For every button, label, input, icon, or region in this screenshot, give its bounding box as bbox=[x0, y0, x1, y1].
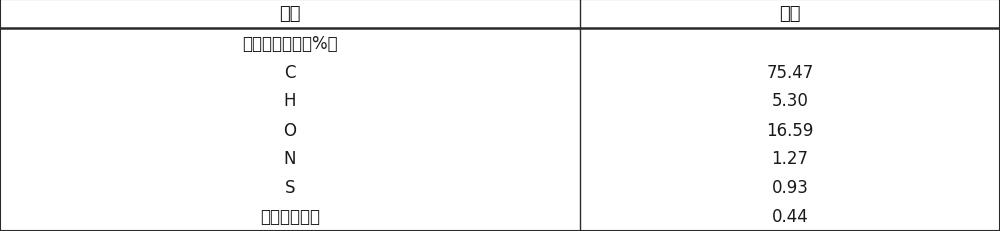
Text: 0.44: 0.44 bbox=[772, 208, 808, 225]
Text: H: H bbox=[284, 92, 296, 110]
Text: 5.30: 5.30 bbox=[772, 92, 808, 110]
Text: O: O bbox=[284, 121, 296, 139]
Text: 元素分析（重量%）: 元素分析（重量%） bbox=[242, 34, 338, 52]
Text: S: S bbox=[285, 179, 295, 197]
Text: 75.47: 75.47 bbox=[766, 63, 814, 81]
Text: 16.59: 16.59 bbox=[766, 121, 814, 139]
Text: 1.27: 1.27 bbox=[772, 150, 808, 168]
Text: 0.93: 0.93 bbox=[772, 179, 808, 197]
Text: C: C bbox=[284, 63, 296, 81]
Text: 其他微量元素: 其他微量元素 bbox=[260, 208, 320, 225]
Text: N: N bbox=[284, 150, 296, 168]
Text: 项目: 项目 bbox=[279, 6, 301, 23]
Text: 褐煤: 褐煤 bbox=[779, 6, 801, 23]
